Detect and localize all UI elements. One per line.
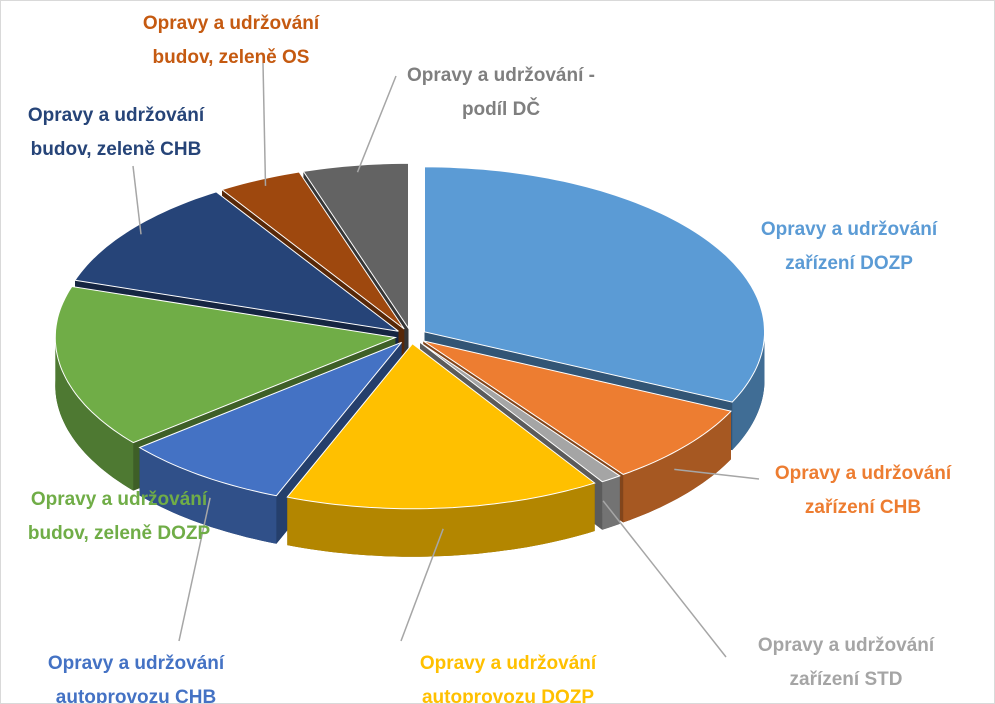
slice xyxy=(302,162,409,330)
data-label: Opravy a udržování autoprovozu CHB xyxy=(47,653,225,704)
slice xyxy=(54,285,398,444)
data-label: Opravy a udržování budov, zeleně OS xyxy=(142,13,320,68)
data-label: Opravy a udržování budov, zeleně DOZP xyxy=(27,489,211,544)
slice xyxy=(138,341,402,497)
slice-wall xyxy=(139,447,277,544)
slice-wall xyxy=(55,337,134,491)
leader-line xyxy=(356,75,397,173)
leader-line xyxy=(132,165,142,235)
data-label: Opravy a udržování zařízení CHB xyxy=(774,463,952,518)
slice xyxy=(286,343,596,510)
data-label: Opravy a udržování - podíl DČ xyxy=(407,65,595,120)
data-label: Opravy a udržování autoprovozu DOZP xyxy=(419,653,597,704)
slice xyxy=(220,171,405,330)
data-label: Opravy a udržování zařízení DOZP xyxy=(760,219,938,274)
data-label: Opravy a udržování budov, zeleně CHB xyxy=(27,105,205,160)
leader-line xyxy=(674,468,760,480)
leader-line xyxy=(602,500,727,658)
slice xyxy=(74,191,399,332)
slice-wall xyxy=(732,331,765,451)
slice xyxy=(423,340,732,475)
slice xyxy=(419,341,621,483)
data-label: Opravy a udržování zařízení STD xyxy=(757,635,935,690)
slice-wall xyxy=(287,483,595,557)
leader-line xyxy=(400,528,444,642)
leader-line xyxy=(178,497,211,642)
slice-wall xyxy=(623,411,731,523)
leader-line xyxy=(262,62,267,186)
slice xyxy=(424,166,765,403)
